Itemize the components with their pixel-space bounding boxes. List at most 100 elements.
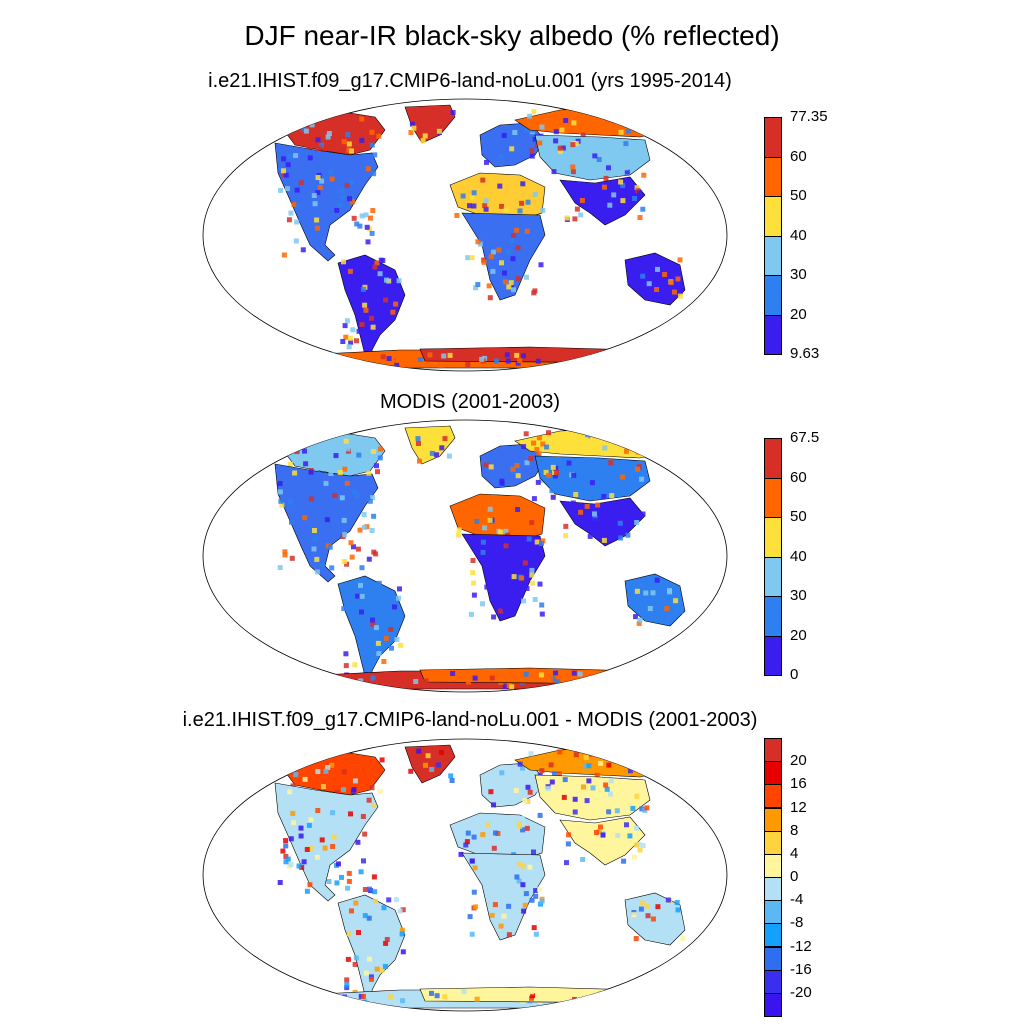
- grid-cell: [539, 898, 545, 904]
- grid-cell: [506, 903, 512, 909]
- grid-cell: [511, 574, 517, 580]
- grid-cell: [298, 833, 304, 839]
- grid-cell: [373, 898, 378, 904]
- grid-cell: [357, 763, 363, 769]
- grid-cell: [344, 985, 350, 991]
- grid-cell: [495, 788, 501, 794]
- grid-cell: [631, 912, 637, 918]
- grid-cell: [408, 768, 414, 774]
- grid-cell: [394, 637, 400, 642]
- grid-cell: [619, 998, 625, 1004]
- grid-cell: [342, 323, 348, 329]
- grid-cell: [328, 169, 334, 175]
- grid-cell: [524, 460, 530, 466]
- grid-cell: [309, 122, 315, 128]
- grid-cell: [570, 142, 576, 148]
- grid-cell: [523, 431, 529, 437]
- region-north-america: [274, 142, 379, 262]
- grid-cell: [637, 617, 643, 623]
- grid-cell: [474, 996, 480, 1002]
- grid-cell: [491, 802, 496, 808]
- grid-cell: [628, 119, 634, 125]
- grid-cell: [315, 137, 321, 143]
- grid-cell: [634, 793, 640, 799]
- grid-cell: [538, 901, 543, 907]
- grid-cell: [316, 675, 322, 681]
- grid-cell: [289, 555, 295, 561]
- colorbar-swatch: [764, 438, 782, 479]
- grid-cell: [359, 609, 364, 615]
- grid-cell: [315, 808, 321, 813]
- grid-cell: [581, 784, 586, 790]
- grid-cell: [585, 433, 591, 439]
- grid-cell: [596, 157, 602, 162]
- grid-cell: [573, 492, 579, 497]
- grid-cell: [536, 451, 542, 457]
- grid-cell: [527, 789, 533, 795]
- grid-cell: [667, 589, 673, 595]
- grid-cell: [350, 327, 356, 333]
- colorbar-tick-label: -16: [790, 960, 812, 978]
- grid-cell: [378, 446, 383, 452]
- grid-cell: [654, 287, 660, 292]
- grid-cell: [285, 186, 290, 192]
- grid-cell: [392, 604, 397, 610]
- grid-cell: [614, 808, 620, 814]
- grid-cell: [315, 683, 321, 689]
- colorbar-swatch: [764, 596, 782, 637]
- colorbar-swatch: [764, 784, 782, 809]
- grid-cell: [369, 230, 375, 236]
- grid-cell: [320, 358, 326, 364]
- grid-cell: [516, 823, 522, 829]
- grid-cell: [578, 212, 584, 218]
- grid-cell: [334, 789, 340, 795]
- grid-cell: [534, 447, 540, 453]
- grid-cell: [293, 238, 299, 244]
- colorbar-panel-3: [764, 738, 782, 1017]
- grid-cell: [620, 198, 626, 204]
- grid-cell: [398, 356, 404, 362]
- grid-cell: [503, 207, 509, 213]
- grid-cell: [516, 878, 522, 884]
- region-europe: [479, 443, 546, 489]
- grid-cell: [397, 908, 403, 914]
- grid-cell: [580, 857, 586, 862]
- grid-cell: [471, 889, 477, 895]
- grid-cell: [539, 124, 545, 130]
- panel-3-subtitle: i.e21.IHIST.f09_g17.CMIP6-land-noLu.001 …: [182, 709, 758, 731]
- grid-cell: [525, 682, 531, 688]
- grid-cell: [589, 480, 595, 486]
- grid-cell: [352, 778, 358, 784]
- grid-cell: [292, 123, 298, 129]
- grid-cell: [340, 195, 346, 201]
- grid-cell: [302, 776, 308, 782]
- grid-cell: [618, 535, 624, 541]
- grid-cell: [632, 854, 637, 860]
- grid-cell: [610, 680, 616, 686]
- grid-cell: [370, 449, 376, 454]
- grid-cell: [595, 676, 601, 682]
- grid-cell: [475, 282, 481, 287]
- grid-cell: [374, 463, 379, 469]
- colorbar-swatch: [764, 969, 782, 994]
- grid-cell: [353, 900, 359, 906]
- grid-cell: [357, 527, 363, 533]
- grid-cell: [480, 177, 486, 183]
- grid-cell: [584, 357, 590, 363]
- grid-cell: [625, 532, 631, 538]
- grid-cell: [549, 488, 555, 494]
- grid-cell: [348, 540, 354, 546]
- grid-cell: [487, 295, 493, 301]
- grid-cell: [371, 171, 377, 177]
- grid-cell: [529, 572, 535, 578]
- grid-cell: [514, 874, 520, 880]
- grid-cell: [654, 577, 660, 583]
- grid-cell: [333, 453, 339, 459]
- colorbar-swatch: [764, 900, 782, 925]
- grid-cell: [400, 907, 406, 913]
- grid-cell: [346, 931, 352, 937]
- grid-cell: [341, 517, 347, 523]
- grid-cell: [361, 994, 366, 999]
- grid-cell: [292, 470, 298, 476]
- grid-cell: [579, 129, 585, 135]
